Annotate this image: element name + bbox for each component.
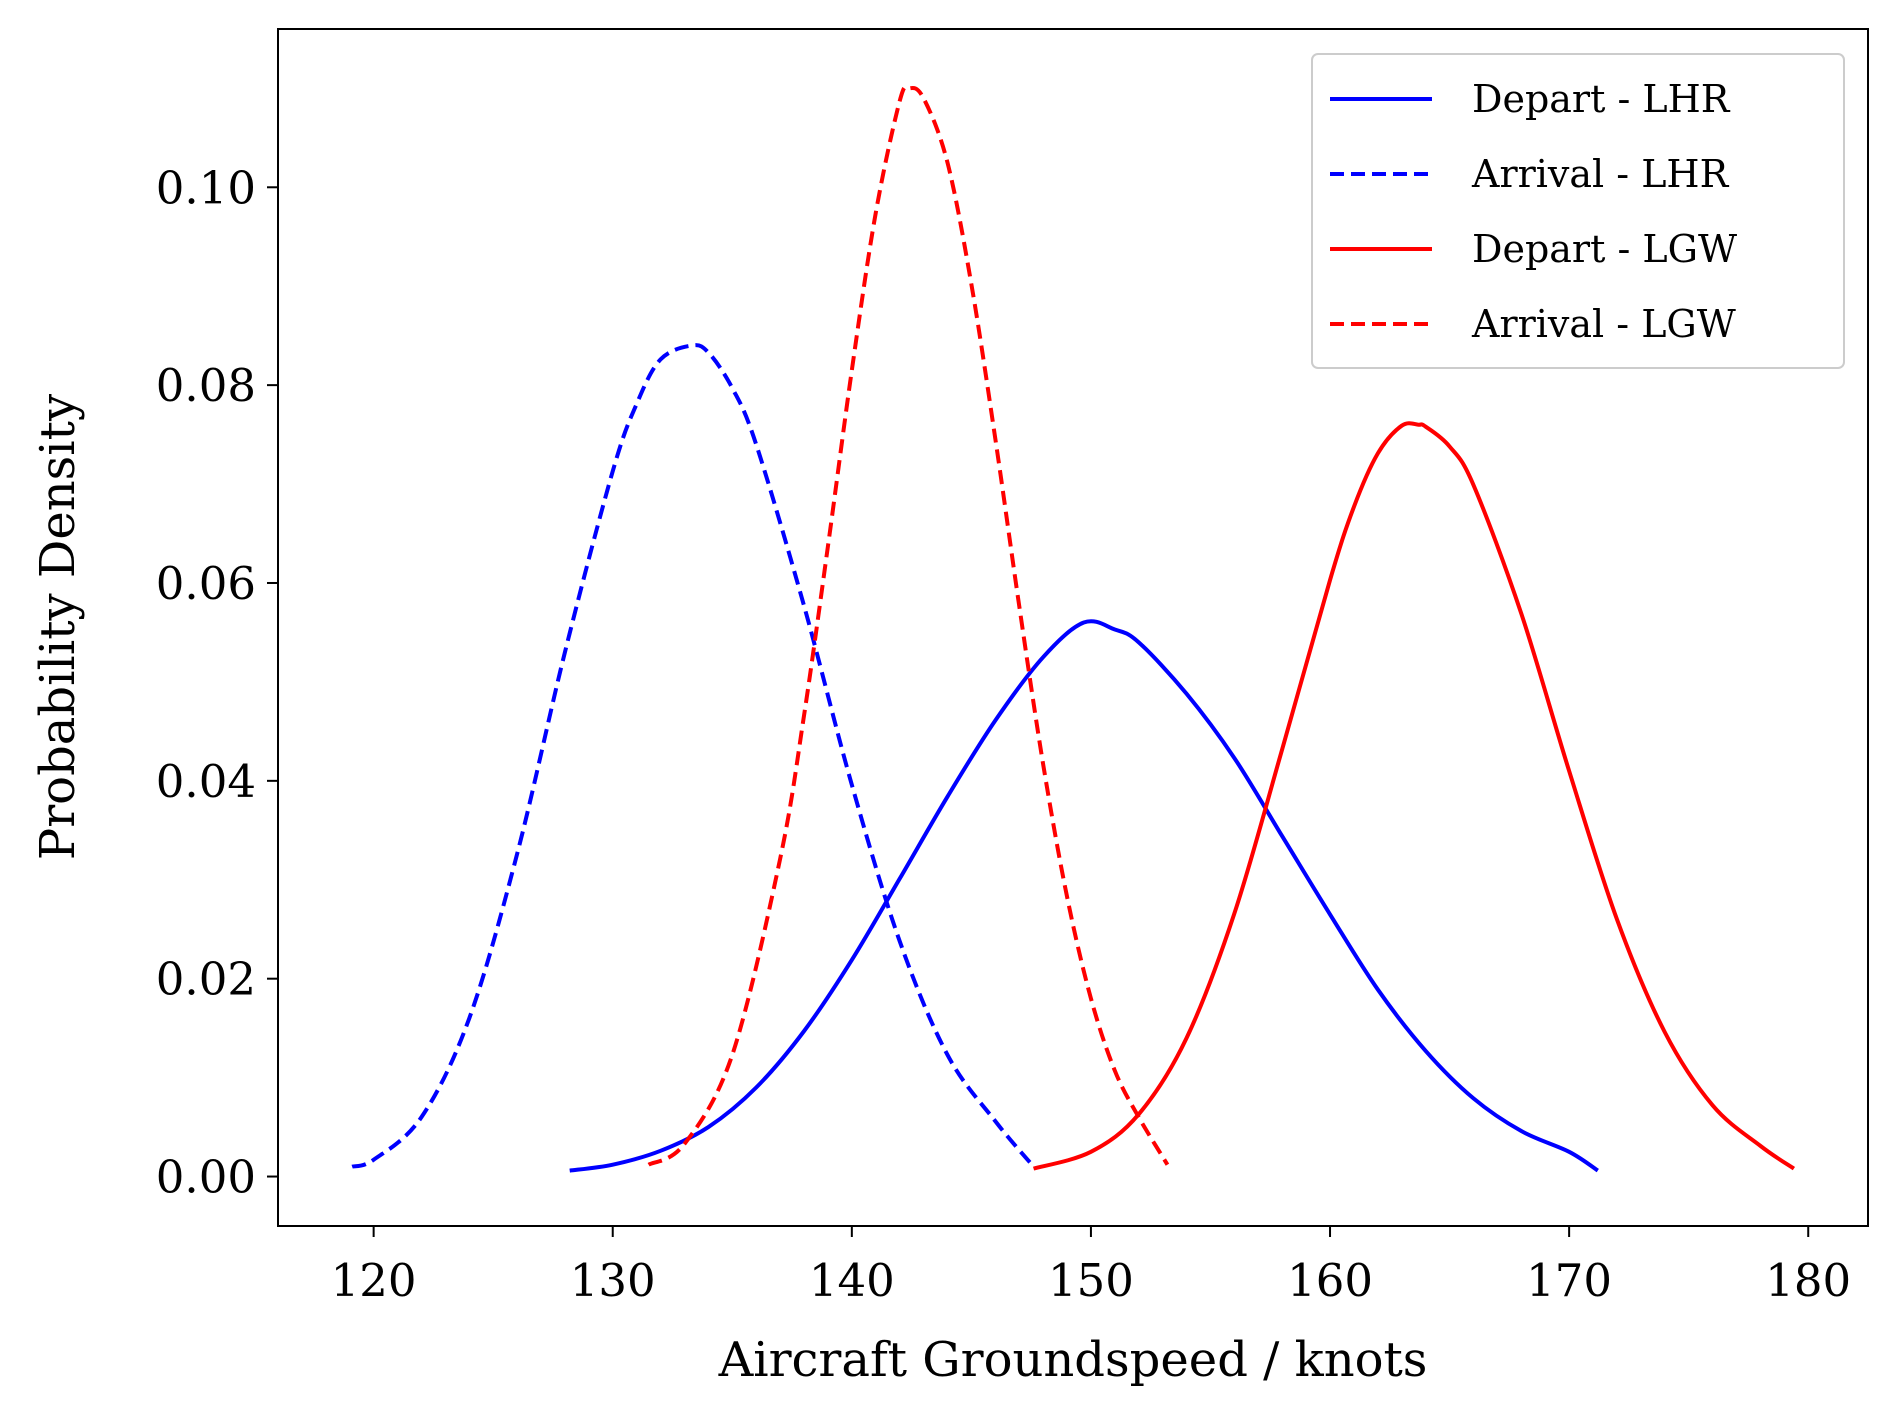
- plot-frame: [277, 28, 1869, 1227]
- x-tick-label-3: 150: [1048, 1254, 1134, 1307]
- x-tick-label-5: 170: [1526, 1254, 1612, 1307]
- x-axis-label: Aircraft Groundspeed / knots: [718, 1332, 1428, 1388]
- y-tick-label-3: 0.06: [156, 557, 256, 610]
- y-tick-label-2: 0.04: [156, 755, 256, 808]
- legend-label-1: Arrival - LHR: [1471, 152, 1730, 196]
- x-tick-label-6: 180: [1765, 1254, 1851, 1307]
- legend: Depart - LHR Arrival - LHR Depart - LGW Arr…: [1311, 53, 1845, 369]
- y-tick-label-0: 0.00: [156, 1151, 256, 1204]
- x-tick-label-1: 130: [570, 1254, 656, 1307]
- x-axis: 120 130 140 150 160 170 180: [331, 1226, 1851, 1307]
- legend-label-0: Depart - LHR: [1472, 77, 1731, 121]
- series-line-0: [569, 619, 1599, 1173]
- y-tick-label-4: 0.08: [156, 359, 256, 412]
- x-tick-label-2: 140: [809, 1254, 895, 1307]
- y-axis: 0.00 0.02 0.04 0.06 0.08 0.10: [156, 161, 278, 1204]
- x-tick-label-4: 160: [1287, 1254, 1373, 1307]
- x-tick-label-0: 120: [331, 1254, 417, 1307]
- y-tick-label-1: 0.02: [156, 953, 256, 1006]
- y-axis-label: Probability Density: [30, 394, 86, 860]
- series-layer: [351, 85, 1796, 1173]
- legend-label-2: Depart - LGW: [1472, 227, 1737, 271]
- legend-label-3: Arrival - LGW: [1471, 302, 1736, 346]
- series-line-3: [647, 85, 1170, 1167]
- legend-box: [1311, 53, 1845, 369]
- y-tick-label-5: 0.10: [156, 161, 256, 214]
- series-line-2: [1032, 421, 1796, 1171]
